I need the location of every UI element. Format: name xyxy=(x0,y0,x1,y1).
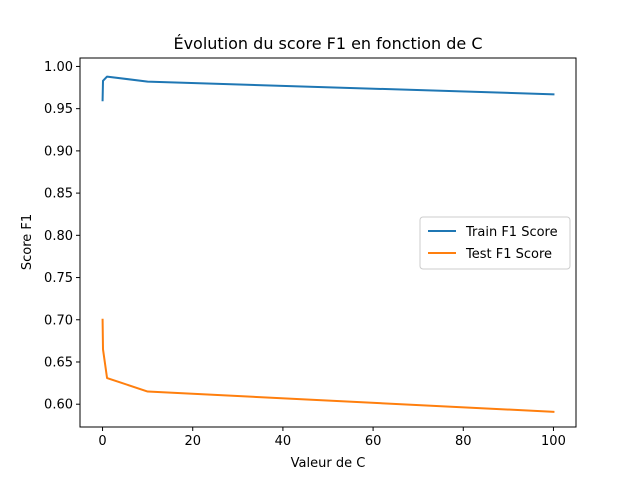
y-tick-label: 0.95 xyxy=(44,102,73,117)
series-line-0 xyxy=(101,75,555,102)
y-axis-title: Score F1 xyxy=(20,214,35,270)
legend-label-test: Test F1 Score xyxy=(465,247,552,262)
y-tick-label: 0.75 xyxy=(44,271,73,286)
plot-frame xyxy=(79,57,577,428)
y-tick-label: 0.65 xyxy=(44,355,73,370)
y-tick-label: 0.85 xyxy=(44,187,73,202)
series-line-1 xyxy=(101,318,555,413)
x-tick-label: 40 xyxy=(275,434,292,449)
x-axis-title: Valeur de C xyxy=(291,456,366,471)
legend-box xyxy=(419,216,571,270)
x-tick-label: 100 xyxy=(541,434,566,449)
x-tick-label: 20 xyxy=(184,434,201,449)
y-tick-label: 0.90 xyxy=(44,144,73,159)
y-axis: 0.60 0.65 0.70 0.75 0.80 0.85 0.90 0.95 1.00 xyxy=(44,60,80,413)
y-tick-label: 0.70 xyxy=(44,313,73,328)
chart-title: Évolution du score F1 en fonction de C xyxy=(173,34,482,53)
x-tick-label: 60 xyxy=(365,434,382,449)
y-tick-label: 0.80 xyxy=(44,229,73,244)
series-layer xyxy=(101,75,555,413)
x-tick-label: 0 xyxy=(98,434,106,449)
y-tick-label: 1.00 xyxy=(44,60,73,75)
x-axis: 0 20 40 60 80 100 xyxy=(98,427,566,449)
legend-label-train: Train F1 Score xyxy=(465,225,558,240)
legend: Train F1 Score Test F1 Score xyxy=(419,216,571,270)
y-tick-label: 0.60 xyxy=(44,398,73,413)
x-tick-label: 80 xyxy=(455,434,472,449)
